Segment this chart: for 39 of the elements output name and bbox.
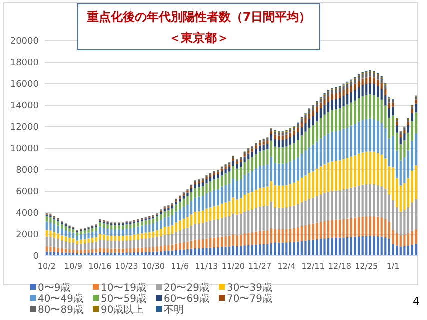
x-tick-label: 11/20: [222, 262, 245, 271]
legend-label: 60〜69歳: [164, 293, 210, 305]
y-tick-label: 10000: [10, 144, 40, 154]
legend-label: 不明: [164, 305, 184, 316]
x-tick-label: 12/4: [278, 262, 296, 271]
x-tick-label: 10/30: [142, 262, 166, 271]
legend-label: 30〜39歳: [227, 282, 272, 294]
y-tick-label: 4000: [16, 209, 40, 219]
x-tick-label: 11/13: [195, 262, 218, 271]
legend-label: 50〜59歳: [101, 293, 146, 305]
text: 4: [413, 295, 420, 308]
legend-label: 80〜89歳: [38, 304, 84, 316]
x-tick-label: 12/11: [302, 262, 325, 271]
x-tick-label: 11/27: [248, 262, 272, 271]
x-tick-label: 10/16: [88, 262, 112, 271]
y-tick-label: 0: [33, 252, 40, 262]
legend-label: 70〜79歳: [227, 293, 272, 305]
x-tick-label: 12/18: [328, 262, 352, 271]
legend-label: 20〜29歳: [164, 282, 210, 294]
y-tick-label: 18000: [10, 58, 40, 68]
legend-label: 10〜19歳: [101, 282, 146, 294]
x-tick-label: 10/23: [115, 262, 138, 271]
x-tick-label: 11/6: [171, 262, 190, 271]
legend-label: 90歳以上: [101, 304, 144, 316]
y-tick-label: 14000: [10, 102, 40, 112]
y-tick-label: 20000: [10, 37, 40, 47]
chart-title: 重点化後の年代別陽性者数（7日間平均）: [86, 10, 312, 24]
x-tick-label: 1/1: [386, 262, 400, 271]
y-tick-label: 8000: [16, 166, 40, 176]
x-tick-label: 10/9: [64, 262, 83, 271]
legend-label: 40〜49歳: [38, 293, 84, 305]
x-tick-label: 12/25: [355, 262, 378, 271]
x-tick-label: 10/2: [38, 262, 56, 271]
legend-label: 0〜9歳: [38, 282, 71, 294]
y-tick-label: 16000: [10, 80, 40, 90]
y-tick-label: 6000: [16, 188, 40, 198]
y-tick-label: 12000: [10, 123, 40, 133]
chart-subtitle: ＜東京都＞: [169, 31, 229, 45]
y-tick-label: 2000: [16, 230, 40, 240]
